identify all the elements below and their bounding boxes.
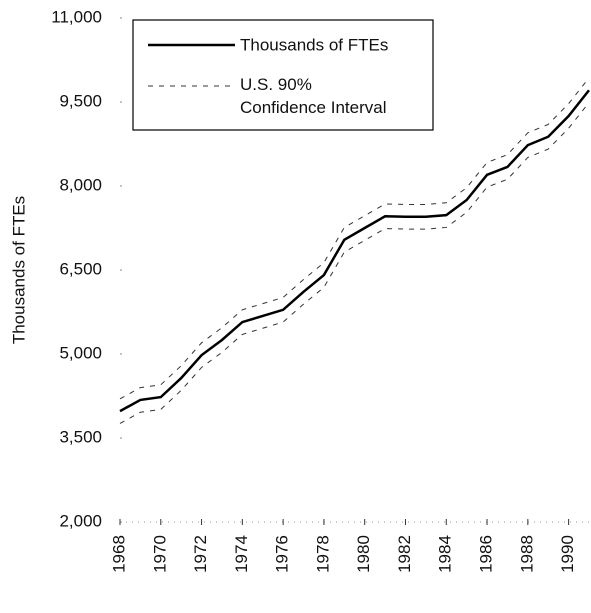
legend-label: U.S. 90% Confidence Interval <box>240 75 386 117</box>
x-tick-label: 1986 <box>477 535 496 573</box>
y-axis-title: Thousands of FTEs <box>9 196 28 344</box>
x-tick-label: 1970 <box>150 535 169 573</box>
x-tick-label: 1976 <box>273 535 292 573</box>
y-tick-label: 3,500 <box>59 427 102 446</box>
ci-upper <box>119 77 590 400</box>
x-tick-label: 1974 <box>232 535 251 573</box>
y-tick-label: 6,500 <box>59 259 102 278</box>
y-tick-label: 9,500 <box>59 91 102 110</box>
x-tick-label: 1988 <box>517 535 536 573</box>
x-tick-label: 1972 <box>191 535 210 573</box>
x-tick-label: 1990 <box>558 535 577 573</box>
y-tick-label: 8,000 <box>59 175 102 194</box>
ci-lower <box>119 102 590 424</box>
x-tick-label: 1982 <box>395 535 414 573</box>
y-tick-label: 5,000 <box>59 343 102 362</box>
x-tick-label: 1968 <box>109 535 128 573</box>
x-tick-label: 1978 <box>313 535 332 573</box>
legend-box <box>132 19 434 131</box>
y-tick-label: 11,000 <box>51 7 102 26</box>
legend-label: Thousands of FTEs <box>240 35 388 54</box>
data-line <box>119 89 590 413</box>
x-tick-label: 1980 <box>354 535 373 573</box>
x-tick-label: 1984 <box>436 535 455 573</box>
y-tick-label: 2,000 <box>59 511 102 530</box>
